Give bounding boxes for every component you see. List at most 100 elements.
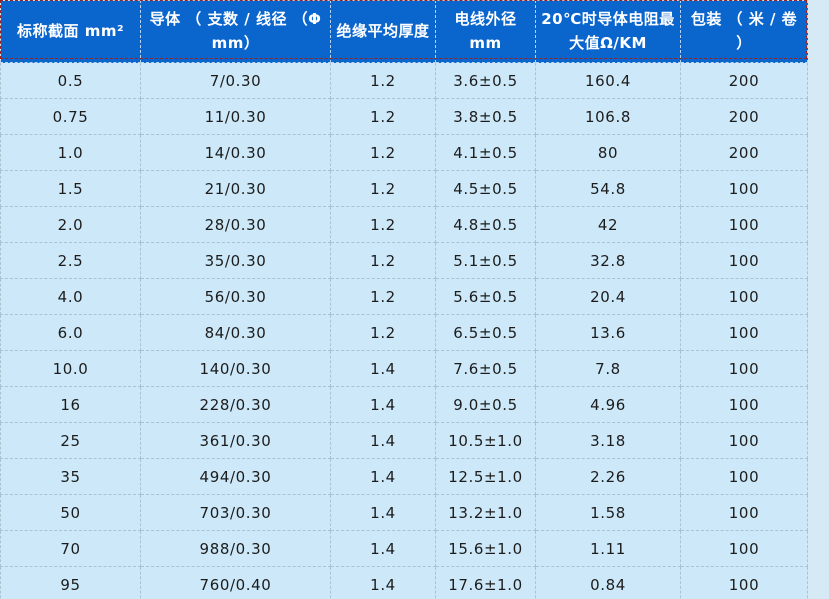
table-cell: 4.96 [535, 386, 681, 423]
table-cell: 1.4 [330, 386, 436, 423]
table-cell: 703/0.30 [140, 494, 331, 531]
column-header: 20℃时导体电阻最 大值Ω/KM [535, 0, 681, 63]
table-cell: 100 [680, 350, 808, 387]
table-cell: 4.0 [0, 278, 141, 315]
table-cell: 0.84 [535, 566, 681, 599]
table-cell: 1.4 [330, 494, 436, 531]
table-cell: 1.2 [330, 206, 436, 243]
table-cell: 4.5±0.5 [435, 170, 536, 207]
table-cell: 17.6±1.0 [435, 566, 536, 599]
table-cell: 100 [680, 494, 808, 531]
table-cell: 1.11 [535, 530, 681, 567]
table-cell: 14/0.30 [140, 134, 331, 171]
table-row: 50 703/0.30 1.4 13.2±1.0 1.58 100 [0, 494, 808, 531]
table-cell: 32.8 [535, 242, 681, 279]
table-cell: 100 [680, 530, 808, 567]
table-cell: 760/0.40 [140, 566, 331, 599]
table-cell: 70 [0, 530, 141, 567]
table-cell: 1.4 [330, 566, 436, 599]
table-cell: 3.8±0.5 [435, 98, 536, 135]
table-row: 16 228/0.30 1.4 9.0±0.5 4.96 100 [0, 386, 808, 423]
table-row: 35 494/0.30 1.4 12.5±1.0 2.26 100 [0, 458, 808, 495]
table-cell: 2.0 [0, 206, 141, 243]
table-cell: 200 [680, 98, 808, 135]
table-cell: 28/0.30 [140, 206, 331, 243]
table-cell: 1.2 [330, 98, 436, 135]
table-cell: 4.1±0.5 [435, 134, 536, 171]
table-cell: 2.5 [0, 242, 141, 279]
table-cell: 1.58 [535, 494, 681, 531]
table-cell: 140/0.30 [140, 350, 331, 387]
header-row: 标称截面 mm² 导体 （ 支数 / 线径 （Φ mm） 绝缘平均厚度 电线外径 mm… [0, 0, 808, 63]
table-cell: 4.8±0.5 [435, 206, 536, 243]
table-row: 0.75 11/0.30 1.2 3.8±0.5 106.8 200 [0, 98, 808, 135]
table-cell: 361/0.30 [140, 422, 331, 459]
table-cell: 7/0.30 [140, 62, 331, 99]
table-cell: 0.75 [0, 98, 141, 135]
table-body: 0.5 7/0.30 1.2 3.6±0.5 160.4 200 0.75 11/0.30 1.… [0, 62, 808, 599]
table-cell: 56/0.30 [140, 278, 331, 315]
table-cell: 35 [0, 458, 141, 495]
table-cell: 54.8 [535, 170, 681, 207]
table-cell: 20.4 [535, 278, 681, 315]
table-cell: 100 [680, 206, 808, 243]
table-cell: 160.4 [535, 62, 681, 99]
table-cell: 1.2 [330, 278, 436, 315]
table-cell: 7.8 [535, 350, 681, 387]
table-cell: 100 [680, 170, 808, 207]
table-cell: 988/0.30 [140, 530, 331, 567]
column-header: 绝缘平均厚度 [330, 0, 436, 63]
table-row: 6.0 84/0.30 1.2 6.5±0.5 13.6 100 [0, 314, 808, 351]
table-cell: 1.4 [330, 350, 436, 387]
wire-spec-table: 标称截面 mm² 导体 （ 支数 / 线径 （Φ mm） 绝缘平均厚度 电线外径 mm… [0, 0, 808, 599]
column-header: 包装 （ 米 / 卷 ） [680, 0, 808, 63]
table-cell: 6.5±0.5 [435, 314, 536, 351]
column-header: 导体 （ 支数 / 线径 （Φ mm） [140, 0, 331, 63]
table-row: 4.0 56/0.30 1.2 5.6±0.5 20.4 100 [0, 278, 808, 315]
table-cell: 200 [680, 62, 808, 99]
table-cell: 3.18 [535, 422, 681, 459]
table-cell: 1.2 [330, 134, 436, 171]
table-cell: 42 [535, 206, 681, 243]
table-row: 95 760/0.40 1.4 17.6±1.0 0.84 100 [0, 566, 808, 599]
table-cell: 25 [0, 422, 141, 459]
table-cell: 1.4 [330, 530, 436, 567]
table-cell: 11/0.30 [140, 98, 331, 135]
table-cell: 13.2±1.0 [435, 494, 536, 531]
table-row: 25 361/0.30 1.4 10.5±1.0 3.18 100 [0, 422, 808, 459]
table-row: 2.0 28/0.30 1.2 4.8±0.5 42 100 [0, 206, 808, 243]
table-row: 10.0 140/0.30 1.4 7.6±0.5 7.8 100 [0, 350, 808, 387]
table-cell: 6.0 [0, 314, 141, 351]
table-row: 0.5 7/0.30 1.2 3.6±0.5 160.4 200 [0, 62, 808, 99]
table-cell: 0.5 [0, 62, 141, 99]
table-cell: 1.5 [0, 170, 141, 207]
table-cell: 16 [0, 386, 141, 423]
table-cell: 10.0 [0, 350, 141, 387]
table-cell: 35/0.30 [140, 242, 331, 279]
table-cell: 5.1±0.5 [435, 242, 536, 279]
table-row: 1.0 14/0.30 1.2 4.1±0.5 80 200 [0, 134, 808, 171]
table-cell: 2.26 [535, 458, 681, 495]
table-row: 1.5 21/0.30 1.2 4.5±0.5 54.8 100 [0, 170, 808, 207]
table-cell: 10.5±1.0 [435, 422, 536, 459]
table-cell: 13.6 [535, 314, 681, 351]
table-cell: 100 [680, 566, 808, 599]
table-cell: 1.2 [330, 242, 436, 279]
table-cell: 95 [0, 566, 141, 599]
table-cell: 3.6±0.5 [435, 62, 536, 99]
table-cell: 5.6±0.5 [435, 278, 536, 315]
table-cell: 1.4 [330, 458, 436, 495]
table-cell: 200 [680, 134, 808, 171]
table-cell: 7.6±0.5 [435, 350, 536, 387]
table-cell: 80 [535, 134, 681, 171]
table-cell: 1.2 [330, 314, 436, 351]
table-cell: 1.4 [330, 422, 436, 459]
table-cell: 100 [680, 242, 808, 279]
table-row: 70 988/0.30 1.4 15.6±1.0 1.11 100 [0, 530, 808, 567]
column-header: 标称截面 mm² [0, 0, 141, 63]
table-cell: 21/0.30 [140, 170, 331, 207]
table-cell: 100 [680, 278, 808, 315]
table-cell: 100 [680, 422, 808, 459]
table-cell: 100 [680, 314, 808, 351]
